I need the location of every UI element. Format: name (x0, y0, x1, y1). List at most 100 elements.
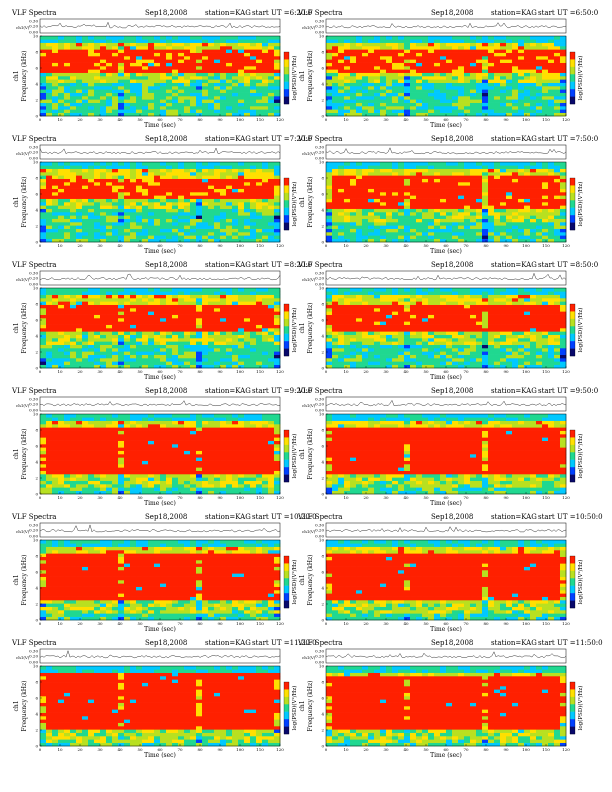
spectrogram-cell (40, 321, 47, 325)
spectrogram-cell (214, 36, 221, 40)
spectrogram-cell (178, 341, 185, 345)
spectrogram-cell (226, 294, 233, 299)
spectrogram-cell (76, 205, 83, 209)
spectrogram-cell (274, 192, 281, 196)
spectrogram-cell (70, 361, 77, 365)
spectrogram-cell (172, 324, 179, 329)
spectrogram-cell (374, 228, 381, 233)
spectrogram-cell (94, 235, 101, 239)
spectrogram-cell (332, 39, 339, 43)
spectrogram-cell (202, 228, 209, 233)
spectrogram-cell (70, 341, 77, 345)
spectrogram-cell (118, 86, 125, 90)
spectrogram-cell (518, 188, 525, 193)
spectrogram-cell (40, 172, 47, 176)
y-tick-label: 10 (33, 33, 39, 38)
spectrogram-cell (214, 208, 221, 213)
spectrogram-cell (106, 348, 113, 352)
spectrogram-cell (88, 348, 95, 352)
spectrogram-cell (70, 348, 77, 352)
spectrogram-cell (136, 202, 143, 206)
spectrogram-cell (232, 86, 239, 90)
spectrogram-cell (536, 222, 543, 226)
spectrogram-cell (268, 225, 275, 229)
spectrogram-cell (190, 72, 197, 77)
spectrogram-cell (238, 344, 245, 349)
spectrogram-cell (40, 62, 47, 67)
spectrogram-cell (262, 92, 269, 97)
spectrogram-cell (482, 109, 489, 113)
amp-tick-label: 0.00 (29, 29, 38, 34)
spectrogram-cell (256, 198, 263, 203)
spectrogram-cell (410, 215, 417, 219)
spectrogram-cell (244, 178, 251, 183)
spectrogram-cell (76, 82, 83, 87)
spectrogram-cell (214, 218, 221, 223)
spectrogram-cell (58, 364, 65, 369)
spectrogram-cell (434, 39, 441, 43)
spectrogram-cell (94, 344, 101, 349)
spectrogram-cell (446, 96, 453, 100)
spectrogram-cell (262, 198, 269, 203)
spectrogram-cell (124, 344, 131, 349)
spectrogram-cell (190, 76, 197, 80)
spectrogram-cell (226, 178, 233, 183)
spectrogram-cell (268, 49, 275, 53)
spectrogram-cell (178, 321, 185, 325)
spectrogram-cell (398, 168, 405, 173)
spectrogram-cell (208, 324, 215, 329)
spectrogram-cell (398, 172, 405, 176)
spectrogram-cell (172, 212, 179, 216)
spectrogram-cell (130, 102, 137, 107)
spectrogram-cell (256, 208, 263, 213)
spectrogram-cell (106, 162, 113, 166)
spectrogram-cell (452, 188, 459, 193)
spectrogram-cell (256, 301, 263, 305)
spectrogram-cell (518, 92, 525, 97)
spectrogram-cell (100, 304, 107, 309)
spectrogram-cell (106, 182, 113, 186)
spectrogram-cell (124, 324, 131, 329)
spectrogram-cell (392, 36, 399, 40)
spectrogram-cell (362, 165, 369, 169)
amp-tick-label: 0.00 (315, 155, 324, 160)
spectrogram-cell (274, 202, 281, 206)
spectrogram-cell (58, 185, 65, 189)
spectrogram-cell (374, 162, 381, 166)
spectrogram-cell (172, 198, 179, 203)
spectrogram-cell (476, 225, 483, 229)
spectrogram-cell (172, 222, 179, 226)
spectrogram-cell (338, 36, 345, 40)
spectrogram-cell (392, 208, 399, 213)
spectrogram-cell (464, 62, 471, 67)
y-tick-label: 6 (35, 65, 38, 70)
spectrogram-cell (124, 351, 131, 355)
spectrogram-cell (386, 188, 393, 193)
spectrogram-cell (82, 364, 89, 369)
spectrogram-cell (100, 195, 107, 199)
spectrogram-cell (268, 36, 275, 40)
spectrogram-cell (256, 72, 263, 77)
spectrogram-cell (356, 168, 363, 173)
spectrogram-cell (112, 308, 119, 312)
spectrogram-cell (232, 46, 239, 50)
spectrogram-cell (40, 76, 47, 80)
spectrogram-cell (208, 314, 215, 319)
spectrogram-cell (166, 76, 173, 80)
spectrogram-cell (154, 72, 161, 77)
spectrogram-cell (58, 106, 65, 110)
spectrogram-cell (476, 66, 483, 70)
spectrogram-cell (500, 69, 507, 73)
spectrogram-cell (524, 162, 531, 166)
spectrogram-cell (130, 82, 137, 87)
spectrogram-cell (40, 188, 47, 193)
spectrogram-cell (542, 185, 549, 189)
spectrogram-cell (350, 192, 357, 196)
spectrogram-cell (434, 208, 441, 213)
spectrogram-cell (124, 288, 131, 292)
spectrogram-cell (506, 215, 513, 219)
spectrogram-cell (548, 222, 555, 226)
spectrogram-cell (172, 109, 179, 113)
spectrogram-cell (142, 291, 149, 295)
spectrogram-cell (172, 195, 179, 199)
